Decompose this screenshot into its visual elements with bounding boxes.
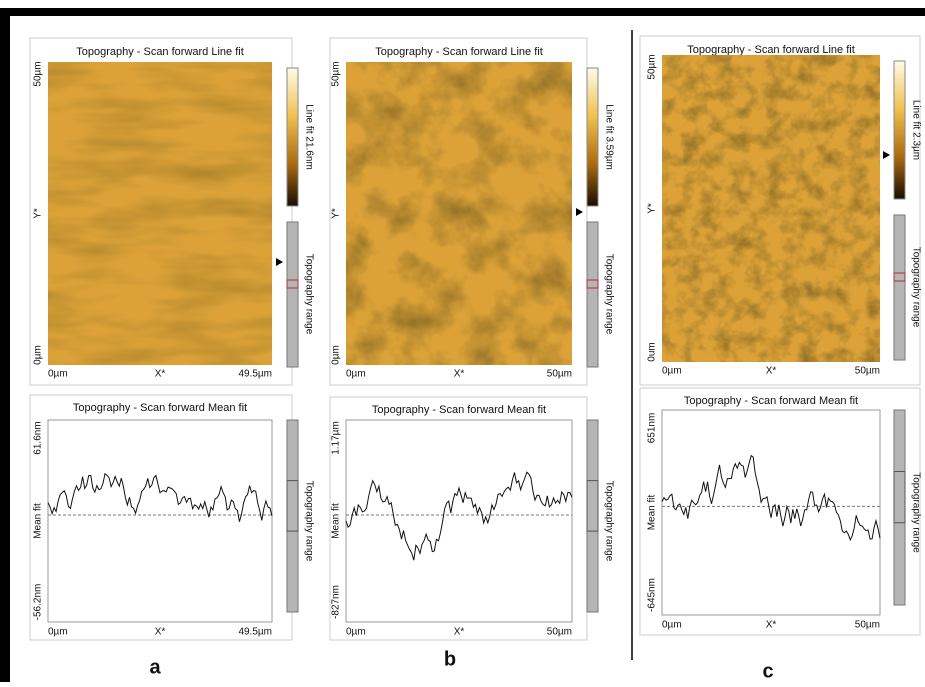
- colorbar: [893, 60, 906, 200]
- p-x-label: X*: [155, 627, 166, 638]
- p-x-left: 0µm: [48, 627, 68, 638]
- colorbar-label: Line fit 21.6nm: [303, 104, 314, 170]
- frame-left: [0, 8, 10, 682]
- colorbar: [586, 67, 599, 207]
- y-top: 50µm: [647, 54, 658, 79]
- x-right: 49.5µm: [238, 369, 272, 380]
- profile-line: [661, 454, 881, 542]
- profile-title: Topography - Scan forward Mean fit: [684, 395, 858, 407]
- p-y-label: Mean fit: [647, 494, 658, 530]
- afm-texture: [48, 62, 272, 365]
- range-bar: [586, 221, 599, 368]
- y-bottom: 0µm: [33, 345, 44, 365]
- profile-title: Topography - Scan forward Mean fit: [73, 402, 247, 414]
- p-range-bar: [586, 419, 599, 613]
- image-title: Topography - Scan forward Line fit: [687, 44, 855, 56]
- colorbar: [286, 67, 299, 207]
- x-right: 50µm: [547, 369, 572, 380]
- range-pointer: [276, 258, 283, 266]
- range-marker: [893, 272, 906, 282]
- x-left: 0µm: [662, 366, 682, 377]
- p-y-bottom: -827nm: [331, 585, 342, 619]
- p-y-label: Mean fit: [331, 503, 342, 539]
- p-y-bottom: -56.2nm: [33, 584, 44, 621]
- p-y-top: 61.6nm: [33, 421, 44, 454]
- afm-texture: [662, 55, 880, 362]
- panel-label: a: [149, 656, 161, 678]
- y-label: Y*: [331, 208, 342, 219]
- p-x-label: X*: [766, 620, 777, 631]
- y-label: Y*: [33, 208, 44, 219]
- p-range-bar: [893, 409, 906, 606]
- y-top: 50µm: [33, 61, 44, 86]
- p-x-right: 50µm: [547, 627, 572, 638]
- x-left: 0µm: [346, 369, 366, 380]
- p-x-label: X*: [454, 627, 465, 638]
- range-marker: [586, 279, 599, 289]
- profile-line: [345, 471, 573, 561]
- frame-top: [0, 8, 925, 16]
- image-title: Topography - Scan forward Line fit: [76, 46, 244, 58]
- plot-area: [345, 419, 573, 623]
- x-label: X*: [766, 366, 777, 377]
- range-marker: [286, 279, 299, 289]
- p-range-marker: [286, 480, 299, 532]
- panel-label: b: [444, 648, 456, 670]
- panel-label: c: [762, 660, 773, 682]
- profile-title: Topography - Scan forward Mean fit: [372, 404, 546, 416]
- colorbar-label: Line fit 3.59µm: [603, 104, 614, 170]
- p-y-label: Mean fit: [33, 503, 44, 539]
- p-range-label: Topography range: [603, 481, 614, 562]
- range-bar: [893, 214, 906, 361]
- p-y-bottom: -645nm: [647, 578, 658, 612]
- x-label: X*: [155, 369, 166, 380]
- p-range-bar: [286, 419, 299, 613]
- profile-line: [47, 472, 273, 522]
- p-x-left: 0µm: [662, 620, 682, 631]
- y-bottom: 0um: [647, 342, 658, 361]
- p-range-label: Topography range: [910, 472, 921, 553]
- y-top: 50µm: [331, 61, 342, 86]
- range-label: Topography range: [303, 254, 314, 335]
- plot-area: [47, 419, 273, 623]
- image-title: Topography - Scan forward Line fit: [375, 46, 543, 58]
- range-pointer: [576, 208, 583, 216]
- p-x-right: 50µm: [855, 620, 880, 631]
- y-bottom: 0µm: [331, 345, 342, 365]
- range-bar: [286, 221, 299, 368]
- p-y-top: 1.17µm: [331, 421, 342, 455]
- p-x-left: 0µm: [346, 627, 366, 638]
- plot-area: [661, 409, 881, 616]
- range-pointer: [883, 151, 890, 159]
- x-right: 50µm: [855, 366, 880, 377]
- p-range-marker: [586, 480, 599, 532]
- p-range-label: Topography range: [303, 481, 314, 562]
- x-label: X*: [454, 369, 465, 380]
- range-label: Topography range: [603, 254, 614, 335]
- p-x-right: 49.5µm: [238, 627, 272, 638]
- range-label: Topography range: [910, 247, 921, 328]
- y-label: Y*: [647, 203, 658, 214]
- x-left: 0µm: [48, 369, 68, 380]
- p-range-marker: [893, 471, 906, 524]
- p-y-top: 651nm: [647, 413, 658, 444]
- afm-texture: [346, 62, 572, 365]
- colorbar-label: Line fit 2.3µm: [910, 100, 921, 160]
